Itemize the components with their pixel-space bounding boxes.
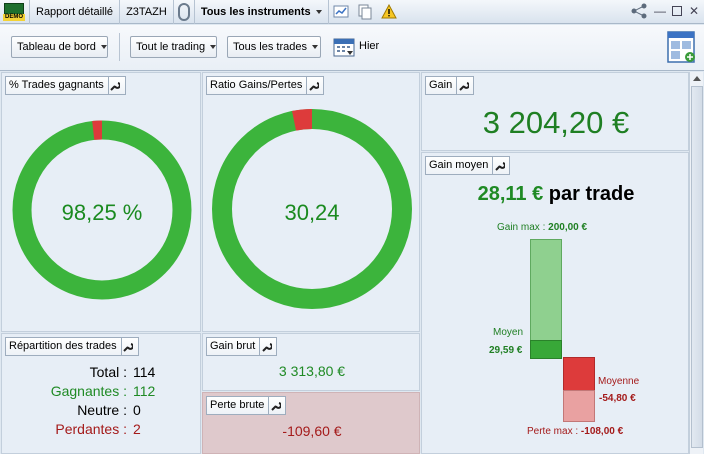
stat-total-label: Total :	[89, 364, 127, 380]
gain-max-label: Gain max :	[497, 222, 546, 233]
stat-losing-label: Perdantes :	[55, 421, 127, 437]
close-icon[interactable]: ✕	[688, 4, 700, 18]
account-id: Z3TAZH	[120, 0, 174, 24]
avg-gain-panel-title[interactable]: Gain moyen	[425, 156, 511, 175]
stat-winning-value: 112	[133, 383, 156, 399]
stat-neutral-value: 0	[133, 402, 141, 418]
moyen-value: 29,59 €	[489, 345, 523, 356]
wrench-icon[interactable]	[268, 397, 282, 414]
wrench-icon[interactable]	[492, 157, 506, 174]
avg-gain-panel: Gain moyen 28,11 € par trade Gain max : …	[421, 152, 689, 454]
avg-gain-suffix: par trade	[543, 183, 635, 205]
trading-label: Tout le trading	[136, 41, 206, 53]
gain-title-text: Gain	[429, 79, 453, 91]
win-rate-panel: % Trades gagnants 98,25 %	[1, 72, 201, 332]
window-controls: — ✕	[630, 3, 700, 19]
ratio-title-text: Ratio Gains/Pertes	[210, 79, 303, 91]
distribution-panel-title[interactable]: Répartition des trades	[5, 337, 139, 356]
trades-dropdown[interactable]: Tous les trades	[227, 36, 321, 58]
trading-dropdown[interactable]: Tout le trading	[130, 36, 217, 58]
ratio-loss-arc	[292, 109, 313, 131]
ratio-value: 30,24	[284, 200, 340, 225]
avg-gain-line: 28,11 € par trade	[422, 183, 690, 206]
vertical-scrollbar[interactable]	[689, 72, 703, 454]
gross-gain-value: 3 313,80 €	[278, 363, 346, 379]
title-bar: DEMO Rapport détaillé Z3TAZH Tous les in…	[0, 0, 704, 24]
calendar-icon[interactable]	[333, 36, 355, 58]
distribution-title-text: Répartition des trades	[9, 340, 117, 352]
minimize-icon[interactable]: —	[654, 4, 666, 18]
gain-max-line: Gain max : 200,00 €	[497, 222, 587, 233]
gain-panel-title[interactable]: Gain	[425, 76, 475, 95]
demo-icon: DEMO	[3, 2, 25, 21]
avg-gain-bar	[530, 340, 562, 359]
gross-gain-panel: Gain brut 3 313,80 €	[202, 333, 420, 391]
win-rate-panel-title[interactable]: % Trades gagnants	[5, 76, 126, 95]
gross-gain-title-text: Gain brut	[210, 340, 256, 352]
scroll-up-icon[interactable]	[693, 76, 701, 81]
dashboard-dropdown[interactable]: Tableau de bord	[11, 36, 108, 58]
gain-range-bar	[530, 239, 562, 359]
share-icon[interactable]	[630, 3, 648, 19]
scrollbar-thumb[interactable]	[691, 86, 703, 448]
copy-icon[interactable]	[357, 4, 373, 20]
toolbar-divider	[119, 33, 120, 61]
chevron-down-icon	[315, 9, 322, 14]
gross-loss-panel: Perte brute -109,60 €	[202, 392, 420, 454]
gain-max-value: 200,00 €	[548, 222, 588, 233]
chevron-down-icon	[100, 45, 107, 50]
avg-loss-bar	[563, 357, 595, 391]
instruments-dropdown[interactable]: Tous les instruments	[195, 0, 329, 24]
ratio-panel: Ratio Gains/Pertes 30,24	[202, 72, 420, 332]
chart-icon[interactable]	[333, 4, 349, 20]
win-rate-value: 98,25 %	[61, 200, 143, 225]
chevron-down-icon	[210, 45, 217, 50]
stat-neutral-label: Neutre :	[77, 402, 127, 418]
maximize-icon[interactable]	[672, 6, 682, 16]
period-label[interactable]: Hier	[359, 40, 380, 52]
dashboard-label: Tableau de bord	[17, 41, 96, 53]
ratio-panel-title[interactable]: Ratio Gains/Pertes	[206, 76, 325, 95]
win-rate-donut	[12, 120, 192, 300]
link-segment[interactable]	[174, 0, 195, 24]
instruments-label: Tous les instruments	[200, 5, 311, 18]
win-rate-title-text: % Trades gagnants	[9, 79, 104, 91]
stat-winning-label: Gagnantes :	[50, 383, 127, 399]
moyenne-label: Moyenne	[598, 376, 640, 387]
warning-icon[interactable]	[380, 3, 397, 20]
chevron-down-icon	[311, 45, 318, 50]
wrench-icon[interactable]	[306, 77, 320, 94]
wrench-icon[interactable]	[120, 338, 135, 355]
stat-total-value: 114	[133, 364, 156, 380]
avg-gain-title-text: Gain moyen	[429, 159, 489, 171]
perte-max-value: -108,00 €	[580, 426, 624, 437]
wrench-icon[interactable]	[259, 338, 273, 355]
stat-losing-value: 2	[133, 421, 141, 437]
gross-loss-title-text: Perte brute	[210, 399, 265, 411]
loss-range-bar	[563, 390, 595, 422]
link-icon[interactable]	[177, 2, 190, 21]
ratio-donut	[212, 109, 412, 309]
trades-label: Tous les trades	[233, 41, 307, 53]
avg-gain-value: 28,11 €	[477, 183, 544, 205]
report-title: Rapport détaillé	[30, 0, 121, 24]
gross-loss-panel-title[interactable]: Perte brute	[206, 396, 287, 415]
wrench-icon[interactable]	[107, 77, 122, 94]
wrench-icon[interactable]	[456, 77, 470, 94]
demo-segment: DEMO	[0, 0, 30, 24]
moyenne-value: -54,80 €	[599, 393, 636, 404]
gross-gain-panel-title[interactable]: Gain brut	[206, 337, 278, 356]
perte-max-line: Perte max : -108,00 €	[527, 426, 623, 437]
toolbar: Tableau de bord Tout le trading Tous les…	[0, 25, 704, 71]
dashboard-settings-icon[interactable]	[666, 30, 698, 66]
moyen-label: Moyen	[493, 327, 524, 338]
gain-value: 3 204,20 €	[482, 105, 630, 140]
perte-max-label: Perte max :	[527, 426, 579, 437]
gain-panel: Gain 3 204,20 €	[421, 72, 689, 151]
gross-loss-value: -109,60 €	[282, 423, 342, 439]
distribution-panel: Répartition des trades Total : 114 Gagnan…	[1, 333, 201, 454]
